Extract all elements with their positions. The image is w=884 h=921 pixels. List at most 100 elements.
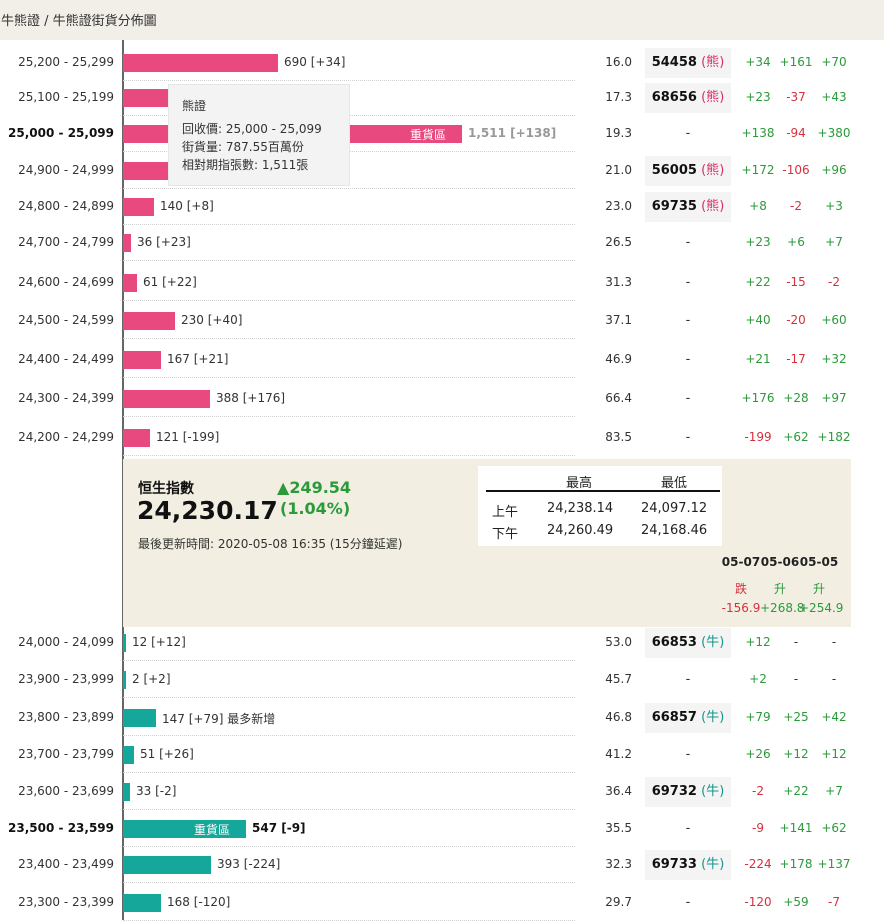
heavy-zone-label: 重貨區 bbox=[410, 128, 447, 142]
warrant-code[interactable]: 69732 (牛) bbox=[645, 777, 731, 807]
bull-bar[interactable] bbox=[123, 671, 126, 689]
bull-bar[interactable] bbox=[123, 820, 246, 838]
bar-value-label: 51 [+26] bbox=[140, 747, 194, 761]
warrant-code: - bbox=[685, 895, 691, 910]
strike-range: 23,700 - 23,799 bbox=[18, 747, 114, 761]
daily-change: +40 bbox=[745, 313, 771, 327]
daily-change: - bbox=[793, 672, 799, 686]
bear-bar[interactable] bbox=[123, 162, 168, 180]
warrant-code: - bbox=[685, 672, 691, 687]
day-direction-3: 升 bbox=[812, 582, 825, 596]
ratio-value: 19.3 bbox=[605, 126, 632, 140]
bear-bar[interactable] bbox=[123, 390, 210, 408]
index-change-pct: (1.04%) bbox=[280, 499, 351, 518]
daily-change: +172 bbox=[741, 163, 775, 177]
daily-change: -120 bbox=[744, 895, 772, 909]
daily-change: +137 bbox=[817, 857, 851, 871]
bull-bar[interactable] bbox=[123, 634, 126, 652]
daily-change: +22 bbox=[745, 275, 771, 289]
bear-bar[interactable] bbox=[123, 234, 131, 252]
am-low: 24,097.12 bbox=[641, 501, 708, 516]
day-direction-2: 升 bbox=[773, 582, 786, 596]
index-change-value: 249.54 bbox=[289, 478, 352, 497]
daily-change: -2 bbox=[790, 199, 802, 213]
row-divider bbox=[123, 735, 575, 736]
bar-value-label: 61 [+22] bbox=[143, 275, 197, 289]
daily-change: +34 bbox=[745, 55, 771, 69]
strike-range: 23,600 - 23,699 bbox=[18, 784, 114, 798]
row-divider bbox=[123, 660, 575, 661]
warrant-code-number[interactable]: 66857 bbox=[651, 710, 697, 725]
bar-value-label: 140 [+8] bbox=[160, 199, 214, 213]
warrant-type-text: 熊 bbox=[706, 163, 720, 178]
daily-change: +32 bbox=[821, 352, 847, 366]
bull-bar[interactable] bbox=[123, 894, 161, 912]
bear-bar[interactable] bbox=[123, 54, 278, 72]
warrant-code-number[interactable]: 56005 bbox=[651, 163, 697, 178]
warrant-code: - bbox=[685, 391, 691, 406]
bull-bar[interactable] bbox=[123, 746, 134, 764]
warrant-code-number[interactable]: 69732 bbox=[651, 784, 697, 799]
daily-change: +12 bbox=[745, 635, 771, 649]
breadcrumb-text[interactable]: 牛熊證 / 牛熊證街貨分佈圖 bbox=[1, 14, 157, 29]
daily-change: +2 bbox=[749, 672, 767, 686]
daily-change: - bbox=[831, 635, 837, 649]
ratio-value: 29.7 bbox=[605, 895, 632, 909]
warrant-code[interactable]: 56005 (熊) bbox=[645, 156, 731, 186]
row-divider bbox=[123, 772, 575, 773]
high-header: 最高 bbox=[566, 476, 593, 491]
warrant-code-number[interactable]: 68656 bbox=[651, 90, 697, 105]
warrant-type-text: 牛 bbox=[706, 710, 720, 725]
daily-change: +42 bbox=[821, 710, 847, 724]
warrant-type-label: (熊) bbox=[696, 90, 725, 105]
warrant-code-number[interactable]: 66853 bbox=[651, 635, 697, 650]
warrant-type-label: (牛) bbox=[696, 635, 725, 650]
warrant-code-number[interactable]: 69735 bbox=[651, 199, 697, 214]
warrant-code[interactable]: 54458 (熊) bbox=[645, 48, 731, 78]
daily-change: +12 bbox=[821, 747, 847, 761]
bear-bar[interactable] bbox=[123, 429, 150, 447]
bull-bar[interactable] bbox=[123, 709, 156, 727]
warrant-type-label: (熊) bbox=[696, 163, 725, 178]
bear-bar[interactable] bbox=[123, 198, 154, 216]
warrant-code[interactable]: 66857 (牛) bbox=[645, 703, 731, 733]
warrant-code[interactable]: 69735 (熊) bbox=[645, 192, 731, 222]
strike-range: 24,600 - 24,699 bbox=[18, 275, 114, 289]
bull-bar[interactable] bbox=[123, 783, 130, 801]
daily-change: -224 bbox=[744, 857, 772, 871]
ratio-value: 46.9 bbox=[605, 352, 632, 366]
row-divider bbox=[123, 300, 575, 301]
bear-bar[interactable] bbox=[123, 351, 161, 369]
daily-change: -15 bbox=[786, 275, 806, 289]
bar-value-label: 2 [+2] bbox=[132, 672, 171, 686]
pm-low: 24,168.46 bbox=[641, 523, 708, 538]
daily-change: +6 bbox=[787, 235, 805, 249]
warrant-type-text: 熊 bbox=[706, 199, 720, 214]
index-panel: 恒生指數 24,230.17 ▲249.54 (1.04%) 最後更新時間: 2… bbox=[123, 459, 851, 627]
daily-change: +70 bbox=[821, 55, 847, 69]
daily-change: -2 bbox=[828, 275, 840, 289]
pm-high: 24,260.49 bbox=[547, 523, 614, 538]
warrant-code[interactable]: 66853 (牛) bbox=[645, 628, 731, 658]
bar-value-label: 147 [+79] 最多新增 bbox=[162, 712, 276, 726]
warrant-code: - bbox=[685, 747, 691, 762]
daily-change: -20 bbox=[786, 313, 806, 327]
strike-range: 25,000 - 25,099 bbox=[8, 126, 114, 140]
day-date-2: 05-06 bbox=[760, 555, 800, 569]
ratio-value: 66.4 bbox=[605, 391, 632, 405]
ratio-value: 35.5 bbox=[605, 821, 632, 835]
warrant-code[interactable]: 69733 (牛) bbox=[645, 850, 731, 880]
bear-bar[interactable] bbox=[123, 274, 137, 292]
row-divider bbox=[123, 224, 575, 225]
ratio-value: 83.5 bbox=[605, 430, 632, 444]
warrant-code-number[interactable]: 69733 bbox=[651, 857, 697, 872]
daily-change: +22 bbox=[783, 784, 809, 798]
bear-bar[interactable] bbox=[123, 312, 175, 330]
daily-change: +62 bbox=[783, 430, 809, 444]
warrant-code-number[interactable]: 54458 bbox=[651, 55, 697, 70]
bar-value-label: 36 [+23] bbox=[137, 235, 191, 249]
strike-range: 23,900 - 23,999 bbox=[18, 672, 114, 686]
warrant-code[interactable]: 68656 (熊) bbox=[645, 83, 731, 113]
bull-bar[interactable] bbox=[123, 856, 211, 874]
index-name: 恒生指數 bbox=[138, 481, 194, 497]
